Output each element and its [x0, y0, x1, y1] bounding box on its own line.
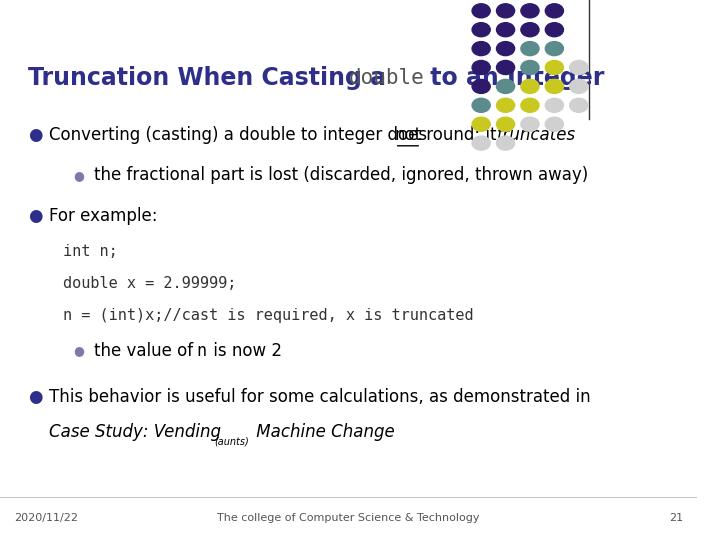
Text: ●: ●	[73, 169, 84, 182]
Text: Truncation When Casting a: Truncation When Casting a	[28, 66, 394, 90]
Text: This behavior is useful for some calculations, as demonstrated in: This behavior is useful for some calcula…	[49, 388, 590, 406]
Text: ●: ●	[73, 345, 84, 357]
Text: the value of: the value of	[94, 342, 199, 360]
Text: ●: ●	[28, 388, 42, 406]
Circle shape	[472, 136, 490, 150]
Circle shape	[497, 23, 515, 37]
Circle shape	[521, 4, 539, 18]
Circle shape	[545, 117, 564, 131]
Text: not: not	[395, 126, 422, 144]
Circle shape	[545, 79, 564, 93]
Text: round; it: round; it	[421, 126, 502, 144]
Circle shape	[545, 23, 564, 37]
Text: 2020/11/22: 2020/11/22	[14, 514, 78, 523]
Circle shape	[497, 79, 515, 93]
Circle shape	[521, 79, 539, 93]
Circle shape	[497, 117, 515, 131]
Text: The college of Computer Science & Technology: The college of Computer Science & Techno…	[217, 514, 480, 523]
Circle shape	[472, 98, 490, 112]
Circle shape	[570, 79, 588, 93]
Text: n: n	[197, 342, 207, 360]
Text: is now 2: is now 2	[208, 342, 282, 360]
Circle shape	[521, 98, 539, 112]
Text: int n;: int n;	[63, 244, 117, 259]
Text: the fractional part is lost (discarded, ignored, thrown away): the fractional part is lost (discarded, …	[94, 166, 588, 185]
Circle shape	[497, 42, 515, 56]
Circle shape	[497, 60, 515, 75]
Circle shape	[545, 42, 564, 56]
Text: truncates: truncates	[498, 126, 576, 144]
Circle shape	[570, 98, 588, 112]
Text: ●: ●	[28, 207, 42, 225]
Text: (aunts): (aunts)	[214, 437, 249, 447]
Circle shape	[570, 60, 588, 75]
Text: Converting (casting) a double to integer does: Converting (casting) a double to integer…	[49, 126, 432, 144]
Text: Case Study: Vending: Case Study: Vending	[49, 423, 221, 441]
Circle shape	[472, 23, 490, 37]
Circle shape	[521, 117, 539, 131]
Circle shape	[521, 23, 539, 37]
Text: double x = 2.99999;: double x = 2.99999;	[63, 276, 236, 291]
Text: For example:: For example:	[49, 207, 157, 225]
Text: Machine Change: Machine Change	[251, 423, 395, 441]
Text: double: double	[348, 68, 424, 89]
Circle shape	[521, 60, 539, 75]
Circle shape	[472, 4, 490, 18]
Text: to an Integer: to an Integer	[422, 66, 604, 90]
Circle shape	[497, 136, 515, 150]
Circle shape	[521, 42, 539, 56]
Circle shape	[472, 117, 490, 131]
Circle shape	[545, 4, 564, 18]
Circle shape	[472, 60, 490, 75]
Circle shape	[472, 79, 490, 93]
Circle shape	[497, 4, 515, 18]
Text: 21: 21	[670, 514, 683, 523]
Text: n = (int)x;//cast is required, x is truncated: n = (int)x;//cast is required, x is trun…	[63, 308, 473, 323]
Circle shape	[545, 60, 564, 75]
Circle shape	[545, 98, 564, 112]
Circle shape	[497, 98, 515, 112]
Circle shape	[472, 42, 490, 56]
Text: ●: ●	[28, 126, 42, 144]
